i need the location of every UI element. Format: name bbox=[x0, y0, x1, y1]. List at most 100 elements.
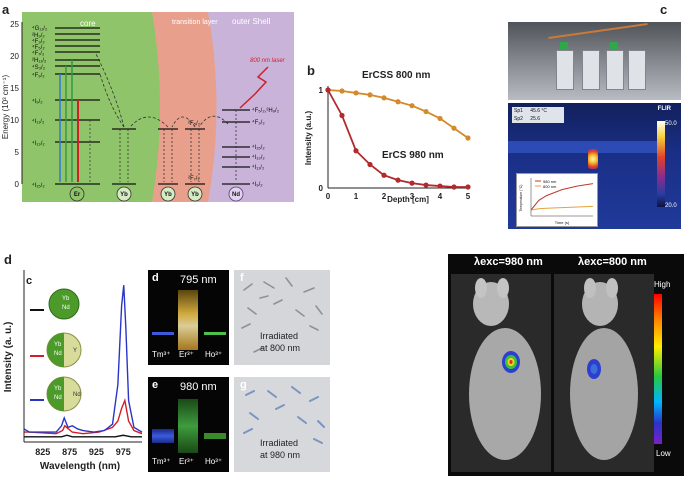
b-point bbox=[353, 148, 359, 154]
er-level-label: ²H₉/₂ bbox=[32, 33, 45, 39]
region-core-label: core bbox=[80, 19, 96, 28]
b-point bbox=[465, 184, 471, 190]
spectrum-line-1 bbox=[24, 398, 143, 435]
er-level-label: ⁴F₇/₂ bbox=[32, 50, 45, 57]
b-point bbox=[395, 99, 401, 105]
vial-panel-980: e 980 nm Tm³⁺ Er³⁺ Ho³⁺ bbox=[148, 377, 229, 472]
ho-vial-glow bbox=[204, 433, 226, 439]
b-point bbox=[423, 182, 429, 188]
b-ytick: 0 bbox=[319, 184, 324, 193]
spectrum-line-0 bbox=[24, 434, 142, 438]
b-point bbox=[437, 183, 443, 189]
er-levels bbox=[55, 27, 100, 185]
sphere-label: Nd bbox=[54, 351, 62, 357]
ytick: 0 bbox=[15, 180, 20, 189]
yb-level-label: ²F₇/₂ bbox=[188, 176, 200, 182]
cell-caption-2: at 980 nm bbox=[260, 450, 301, 460]
b-series-line-1 bbox=[327, 89, 468, 188]
vial-wavelength: 795 nm bbox=[180, 274, 217, 286]
panel-d-ylabel: Intensity (a. u.) bbox=[3, 322, 14, 393]
sp2-value: 25.6 bbox=[530, 116, 541, 122]
laser-arrow bbox=[239, 66, 269, 109]
flir-logo: FLIR bbox=[657, 106, 671, 112]
panel-b-chart: 0 1 2 3 4 5 0 1 ErCSS 800 nm ErCS 980 nm Depth … bbox=[304, 70, 471, 204]
ion-label: Er bbox=[74, 192, 81, 198]
nd-level-label: ⁴I₁₁/₂ bbox=[252, 164, 265, 171]
panel-d-label: d bbox=[4, 252, 12, 267]
outer-shell-region bbox=[208, 12, 294, 202]
panel-b-axes: 0 1 2 3 4 5 0 1 bbox=[319, 86, 471, 201]
b-point bbox=[423, 108, 429, 115]
sphere-label: Yb bbox=[54, 386, 62, 392]
b-xtick: 4 bbox=[438, 192, 443, 201]
sphere-label: Y bbox=[73, 348, 77, 354]
cell-image-980: g Irradiated at 980 nm bbox=[234, 377, 330, 472]
nd-level-label: ⁴F₅/₂,²H₉/₂ bbox=[252, 107, 280, 114]
inset-legend-800: 800 nm bbox=[543, 184, 557, 189]
title-800: λexc=800 nm bbox=[578, 256, 647, 268]
cell-caption-1: Irradiated bbox=[260, 438, 299, 448]
nd-level-label: ⁴F₃/₂ bbox=[252, 119, 265, 126]
title-980: λexc=980 nm bbox=[474, 256, 543, 268]
scale-max: 50.0 bbox=[665, 121, 677, 127]
panel-d-spectrum: c 825 875 925 975 Wavelength (nm) Intens… bbox=[3, 270, 143, 472]
b-point bbox=[367, 161, 373, 168]
vial-panel-795: d 795 nm Tm³⁺ Er³⁺ Ho³⁺ bbox=[148, 270, 229, 365]
b-point bbox=[409, 180, 415, 186]
er-level-label: ⁴G₁₁/₂ bbox=[32, 25, 48, 32]
nd-level-label: ⁴I₁₃/₂ bbox=[252, 154, 265, 161]
panel-b-ylabel: Intensity (a.u.) bbox=[304, 111, 313, 166]
er-level-label: ⁴F₅/₂ bbox=[32, 44, 45, 51]
b-point bbox=[451, 184, 457, 190]
scale-high: High bbox=[654, 280, 671, 289]
sphere-core bbox=[48, 288, 80, 320]
cell-caption-2: at 800 nm bbox=[260, 343, 301, 353]
sp1-value: 45.6 °C bbox=[530, 108, 548, 114]
b-point bbox=[381, 172, 387, 178]
inset-ylabel: Temperature (°C) bbox=[519, 185, 523, 212]
b-xtick: 2 bbox=[382, 192, 387, 201]
ion-label-tm: Tm³⁺ bbox=[152, 457, 171, 466]
panel-c-label: c bbox=[660, 2, 668, 17]
ion-label: Yb bbox=[164, 192, 172, 198]
panel-a-label: a bbox=[2, 2, 10, 17]
b-point bbox=[325, 87, 331, 93]
sphere-label: Yb bbox=[54, 342, 62, 348]
vial-sub-label: d bbox=[152, 272, 159, 284]
b-xtick: 3 bbox=[410, 192, 415, 201]
tm-vial-glow bbox=[152, 332, 174, 335]
b-point bbox=[381, 95, 387, 101]
cell-sub-label: g bbox=[240, 379, 247, 391]
series-label-ercs: ErCS 980 nm bbox=[382, 150, 444, 161]
scale-low: Low bbox=[656, 449, 671, 458]
xtick: 975 bbox=[116, 447, 131, 457]
er-vial-glow bbox=[178, 290, 198, 350]
cell-sub-label: f bbox=[240, 272, 244, 284]
er-level-label: ⁴S₃/₂ bbox=[32, 64, 46, 71]
spectrum-marks bbox=[23, 285, 143, 438]
panel-b-label: b bbox=[307, 63, 315, 78]
intensity-color-bar bbox=[654, 294, 662, 444]
ion-label-er: Er³⁺ bbox=[179, 350, 194, 359]
xtick: 825 bbox=[35, 447, 50, 457]
ion-label-tm: Tm³⁺ bbox=[152, 350, 171, 359]
b-xtick: 1 bbox=[354, 192, 359, 201]
cell-caption-1: Irradiated bbox=[260, 331, 299, 341]
mouse-left-frame bbox=[451, 274, 551, 472]
er-level-label: ⁴I₁₁/₂ bbox=[32, 118, 45, 125]
ion-label: Yb bbox=[120, 192, 128, 198]
inset-xlabel: Time (s) bbox=[555, 220, 570, 225]
ytick: 20 bbox=[10, 52, 19, 61]
b-point bbox=[437, 115, 443, 122]
er-level-label: ⁴F₉/₂ bbox=[32, 72, 45, 79]
ho-vial-glow bbox=[204, 332, 226, 335]
region-transition-label: transition layer bbox=[172, 19, 218, 26]
b-point bbox=[339, 112, 345, 119]
nd-level-label: ⁴I₉/₂ bbox=[252, 181, 263, 188]
ion-label: Yb bbox=[191, 192, 199, 198]
thermal-image: Sp1 45.6 °C Sp2 25.6 FLIR 50.0 20.0 980 … bbox=[508, 103, 681, 229]
region-outer-label: outer Shell bbox=[232, 17, 270, 26]
b-point bbox=[339, 88, 345, 94]
vial-sub-label: e bbox=[152, 379, 159, 391]
sphere-label: Nd bbox=[54, 395, 62, 401]
